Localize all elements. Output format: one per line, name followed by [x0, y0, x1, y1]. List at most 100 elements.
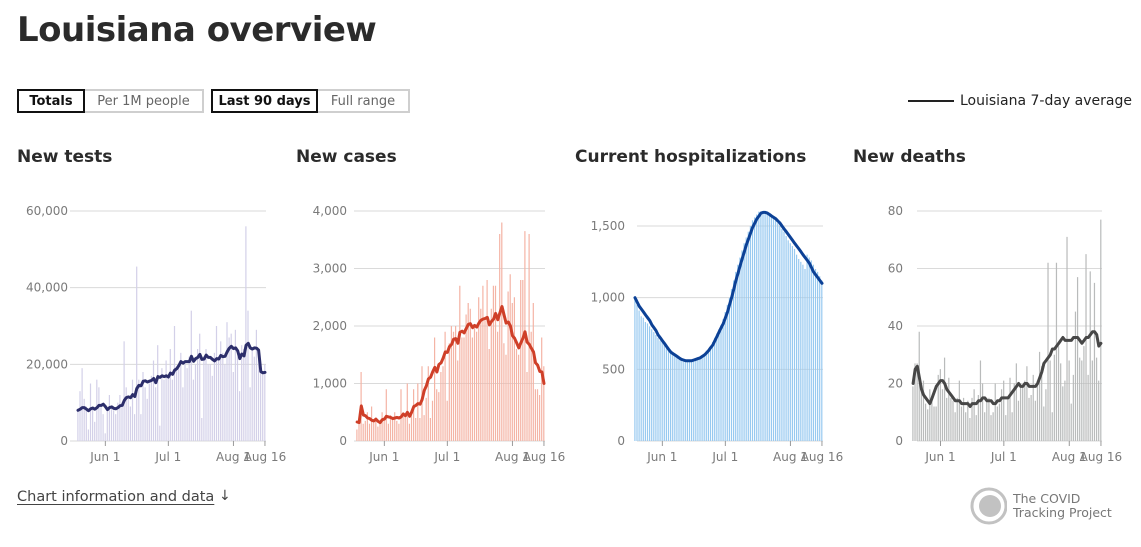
hosp-bar [686, 361, 688, 441]
deaths-y-tick-label: 40 [888, 319, 903, 333]
deaths-bar [977, 395, 979, 441]
tests-bar [138, 379, 140, 441]
deaths-bar [946, 397, 948, 441]
deaths-bar [1053, 354, 1055, 441]
last-90-days-toggle[interactable]: Last 90 days [211, 89, 318, 113]
tests-bar [211, 375, 213, 441]
hosp-bar [749, 226, 751, 441]
cases-bar [368, 423, 371, 441]
cases-bar [387, 423, 389, 441]
hosp-bar [739, 257, 741, 441]
tests-bar [92, 406, 94, 441]
cases-bar [408, 423, 410, 441]
tests-bar [260, 372, 262, 441]
cases-bar [501, 222, 503, 441]
hosp-bar [762, 213, 764, 441]
cases-bar [438, 392, 440, 441]
brand-line-1: The COVID [1013, 491, 1081, 506]
deaths-bar [1011, 412, 1013, 441]
cases-bar [476, 331, 478, 441]
deaths-bar [973, 389, 975, 441]
deaths-bar [927, 409, 929, 441]
cases-bar [543, 366, 545, 441]
tests-bar [77, 408, 79, 441]
hosp-bar [670, 352, 672, 441]
hosp-bar [699, 356, 701, 441]
tests-bar [115, 414, 117, 441]
cases-bar [490, 308, 492, 441]
deaths-bar [1060, 363, 1062, 441]
hosp-bar [808, 257, 810, 441]
tests-bar [165, 360, 167, 441]
hosp-bar [777, 223, 779, 441]
cases-bar [473, 326, 476, 441]
hosp-bar [646, 323, 649, 441]
tests-y-tick-label: 20,000 [26, 357, 68, 371]
tests-bar [230, 333, 232, 441]
deaths-bar [1028, 397, 1030, 441]
deaths-bar [1005, 415, 1007, 441]
per-million-toggle[interactable]: Per 1M people [85, 89, 204, 113]
tests-bar [159, 425, 161, 441]
cases-bar [362, 423, 364, 441]
cases-bar [436, 389, 438, 441]
hosp-bar [798, 258, 800, 441]
cases-bar [507, 291, 509, 441]
hosp-bar [640, 316, 642, 441]
deaths-bar [1057, 346, 1060, 441]
cases-bar [415, 418, 417, 441]
deaths-average-line [911, 330, 1103, 408]
cases-bar [431, 400, 434, 441]
tests-x-tick-label: Jul 1 [154, 450, 181, 464]
tests-bar [121, 406, 123, 441]
hosp-bar [793, 248, 796, 441]
hosp-bar [642, 317, 644, 441]
full-range-toggle[interactable]: Full range [318, 89, 410, 113]
deaths-bar [992, 412, 994, 441]
hosp-bar [644, 322, 646, 441]
tests-bar [213, 352, 215, 441]
cases-bar [463, 337, 465, 441]
cases-bar [394, 412, 396, 441]
deaths-bar [971, 397, 973, 441]
tests-bar [232, 372, 234, 441]
tests-bar [85, 406, 87, 441]
deaths-bar [1070, 403, 1072, 441]
chart-info-link[interactable]: Chart information and data [17, 489, 215, 505]
cases-x-tick-label: Jun 1 [368, 450, 399, 464]
hosp-bar [720, 324, 722, 441]
deaths-bar [1013, 383, 1015, 441]
cases-bar [413, 389, 415, 441]
deaths-bar [952, 400, 954, 441]
hosp-bar [672, 355, 674, 441]
hosp-bar [716, 333, 718, 441]
tests-bar [81, 368, 83, 441]
cases-bar [478, 297, 480, 441]
tests-bar [144, 387, 146, 441]
cases-bar [434, 337, 436, 441]
cases-bar [371, 406, 373, 441]
cases-bar [484, 320, 486, 441]
brand-line-2: Tracking Project [1013, 505, 1112, 520]
deaths-bar [1034, 400, 1036, 441]
cases-bar [505, 354, 507, 441]
hosp-x-tick-label: Aug 16 [801, 450, 844, 464]
covid-tracking-project-logo: The COVID Tracking Project [969, 486, 1112, 526]
cases-bar [398, 423, 400, 441]
tests-bar [148, 383, 150, 441]
deaths-y-tick-label: 0 [895, 434, 903, 448]
tests-bar [251, 349, 253, 441]
deaths-bar [1072, 374, 1074, 441]
deaths-x-tick-label: Aug 16 [1080, 450, 1123, 464]
hosp-bar [819, 276, 821, 441]
deaths-bar [1087, 374, 1089, 441]
deaths-bar [1098, 380, 1100, 441]
hosp-bar [785, 236, 787, 441]
deaths-bar [1100, 219, 1102, 441]
tests-bar [119, 395, 121, 441]
deaths-bar [981, 383, 984, 441]
deaths-bar [1055, 262, 1058, 441]
totals-toggle[interactable]: Totals [17, 89, 85, 113]
hosp-bar [693, 360, 695, 441]
tests-bar [247, 310, 249, 441]
